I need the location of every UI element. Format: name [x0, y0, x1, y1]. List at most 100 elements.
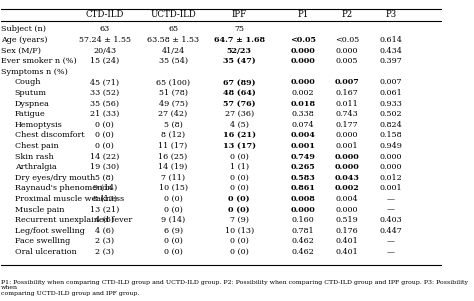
Text: 2 (3): 2 (3) — [95, 248, 114, 256]
Text: Fatigue: Fatigue — [15, 110, 46, 118]
Text: 35 (47): 35 (47) — [223, 57, 255, 65]
Text: 0.743: 0.743 — [336, 110, 358, 118]
Text: UCTD-ILD: UCTD-ILD — [150, 10, 196, 19]
Text: 45 (71): 45 (71) — [91, 78, 119, 86]
Text: 0.933: 0.933 — [380, 100, 402, 107]
Text: 0.781: 0.781 — [292, 227, 314, 235]
Text: 64.7 ± 1.68: 64.7 ± 1.68 — [214, 36, 264, 44]
Text: 7 (9): 7 (9) — [230, 216, 249, 224]
Text: —: — — [387, 237, 395, 245]
Text: IPF: IPF — [232, 10, 247, 19]
Text: <0.05: <0.05 — [290, 36, 316, 44]
Text: Sex (M/F): Sex (M/F) — [1, 47, 41, 54]
Text: Leg/foot swelling: Leg/foot swelling — [15, 227, 84, 235]
Text: Subject (n): Subject (n) — [1, 25, 46, 33]
Text: 0.401: 0.401 — [336, 248, 358, 256]
Text: 0.949: 0.949 — [380, 142, 402, 150]
Text: 0.462: 0.462 — [292, 248, 314, 256]
Text: 0.002: 0.002 — [292, 89, 314, 97]
Text: 16 (25): 16 (25) — [158, 153, 188, 160]
Text: P2: P2 — [341, 10, 353, 19]
Text: 41/24: 41/24 — [162, 47, 185, 54]
Text: 4 (6): 4 (6) — [95, 216, 114, 224]
Text: Skin rash: Skin rash — [15, 153, 54, 160]
Text: 0.824: 0.824 — [380, 121, 402, 129]
Text: Muscle pain: Muscle pain — [15, 206, 64, 213]
Text: 0.000: 0.000 — [380, 153, 402, 160]
Text: 0.001: 0.001 — [291, 142, 316, 150]
Text: 0.001: 0.001 — [380, 184, 402, 192]
Text: 0.519: 0.519 — [336, 216, 358, 224]
Text: 0.074: 0.074 — [292, 121, 314, 129]
Text: 0.004: 0.004 — [336, 195, 358, 203]
Text: Dry eyes/dry mouth: Dry eyes/dry mouth — [15, 174, 95, 182]
Text: Cough: Cough — [15, 78, 41, 86]
Text: Oral ulceration: Oral ulceration — [15, 248, 76, 256]
Text: Hemoptysis: Hemoptysis — [15, 121, 63, 129]
Text: 0.000: 0.000 — [335, 153, 359, 160]
Text: 0.160: 0.160 — [292, 216, 314, 224]
Text: Recurrent unexplained fever: Recurrent unexplained fever — [15, 216, 132, 224]
Text: 0 (0): 0 (0) — [95, 121, 114, 129]
Text: 1 (1): 1 (1) — [229, 163, 249, 171]
Text: P1: P1 — [297, 10, 309, 19]
Text: 4 (6): 4 (6) — [95, 227, 114, 235]
Text: 11 (17): 11 (17) — [158, 142, 188, 150]
Text: CTD-ILD: CTD-ILD — [86, 10, 124, 19]
Text: 35 (56): 35 (56) — [91, 100, 119, 107]
Text: 0 (0): 0 (0) — [230, 153, 248, 160]
Text: 0.861: 0.861 — [291, 184, 316, 192]
Text: P1: Possibility when comparing CTD-ILD group and UCTD-ILD group. P2: Possibility: P1: Possibility when comparing CTD-ILD g… — [1, 280, 468, 296]
Text: 0 (0): 0 (0) — [164, 195, 182, 203]
Text: 0 (0): 0 (0) — [164, 237, 182, 245]
Text: 9 (14): 9 (14) — [93, 184, 117, 192]
Text: 0.000: 0.000 — [336, 206, 358, 213]
Text: 0.005: 0.005 — [336, 57, 358, 65]
Text: 0.061: 0.061 — [380, 89, 402, 97]
Text: 67 (89): 67 (89) — [223, 78, 255, 86]
Text: 19 (30): 19 (30) — [90, 163, 119, 171]
Text: 0.011: 0.011 — [336, 100, 358, 107]
Text: 52/23: 52/23 — [227, 47, 252, 54]
Text: 0 (0): 0 (0) — [230, 248, 248, 256]
Text: P3: P3 — [385, 10, 397, 19]
Text: 0.007: 0.007 — [335, 78, 359, 86]
Text: 21 (33): 21 (33) — [90, 110, 119, 118]
Text: 10 (13): 10 (13) — [225, 227, 254, 235]
Text: 14 (19): 14 (19) — [158, 163, 188, 171]
Text: Chest pain: Chest pain — [15, 142, 58, 150]
Text: 15 (24): 15 (24) — [90, 57, 119, 65]
Text: 20/43: 20/43 — [93, 47, 117, 54]
Text: 63.58 ± 1.53: 63.58 ± 1.53 — [147, 36, 199, 44]
Text: 0.447: 0.447 — [380, 227, 402, 235]
Text: 0.167: 0.167 — [336, 89, 358, 97]
Text: Raynaud's phenomenon: Raynaud's phenomenon — [15, 184, 112, 192]
Text: 0.000: 0.000 — [291, 206, 315, 213]
Text: 0.043: 0.043 — [335, 174, 359, 182]
Text: 51 (78): 51 (78) — [159, 89, 188, 97]
Text: 10 (15): 10 (15) — [158, 184, 188, 192]
Text: 57.24 ± 1.55: 57.24 ± 1.55 — [79, 36, 131, 44]
Text: Proximal muscle weakness: Proximal muscle weakness — [15, 195, 124, 203]
Text: 0 (0): 0 (0) — [95, 131, 114, 139]
Text: 0.000: 0.000 — [291, 57, 315, 65]
Text: 0.338: 0.338 — [292, 110, 314, 118]
Text: 0 (0): 0 (0) — [230, 174, 248, 182]
Text: Symptoms n (%): Symptoms n (%) — [1, 68, 68, 76]
Text: 0.000: 0.000 — [336, 131, 358, 139]
Text: 0.502: 0.502 — [380, 110, 402, 118]
Text: 63: 63 — [100, 25, 110, 33]
Text: 13 (21): 13 (21) — [90, 206, 119, 213]
Text: 0.749: 0.749 — [291, 153, 316, 160]
Text: 0.176: 0.176 — [336, 227, 358, 235]
Text: 0.004: 0.004 — [291, 131, 316, 139]
Text: 5 (8): 5 (8) — [95, 174, 114, 182]
Text: 9 (14): 9 (14) — [161, 216, 185, 224]
Text: Chest discomfort: Chest discomfort — [15, 131, 84, 139]
Text: 5 (8): 5 (8) — [164, 121, 182, 129]
Text: 0.018: 0.018 — [291, 100, 316, 107]
Text: 57 (76): 57 (76) — [223, 100, 255, 107]
Text: 8 (13): 8 (13) — [93, 195, 117, 203]
Text: 0 (0): 0 (0) — [95, 142, 114, 150]
Text: 48 (64): 48 (64) — [223, 89, 255, 97]
